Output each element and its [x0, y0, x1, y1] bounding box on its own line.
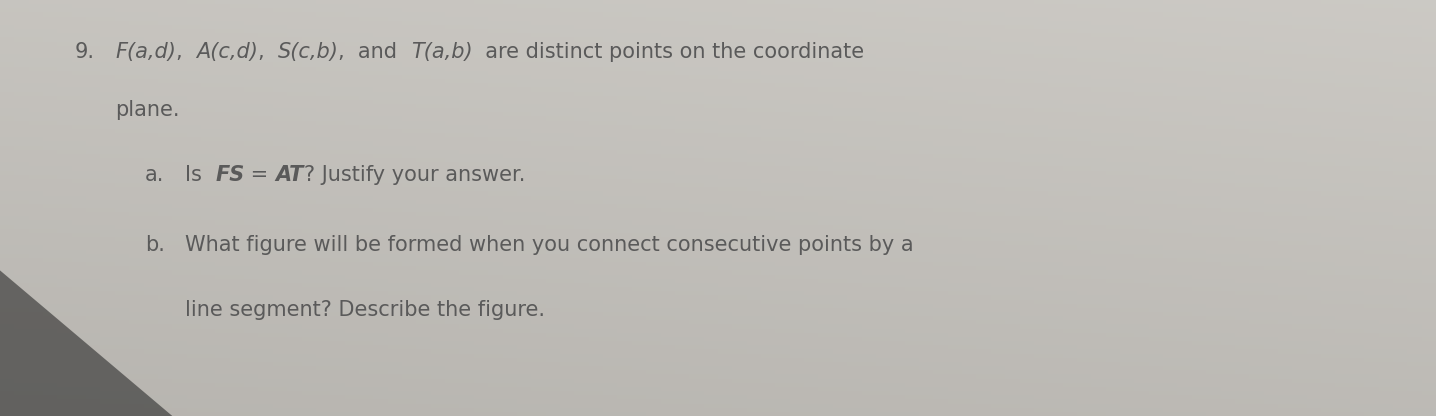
Polygon shape — [0, 270, 172, 416]
Text: F(a,d): F(a,d) — [115, 42, 175, 62]
Text: ? Justify your answer.: ? Justify your answer. — [303, 165, 526, 185]
Text: ,: , — [175, 42, 195, 62]
Text: line segment? Describe the figure.: line segment? Describe the figure. — [185, 300, 546, 320]
Text: S(c,b): S(c,b) — [277, 42, 339, 62]
Text: a.: a. — [145, 165, 164, 185]
Text: A(c,d): A(c,d) — [195, 42, 257, 62]
Text: are distinct points on the coordinate: are distinct points on the coordinate — [472, 42, 864, 62]
Text: ,: , — [257, 42, 277, 62]
Text: ,  and: , and — [339, 42, 411, 62]
Text: AT: AT — [276, 165, 303, 185]
Text: What figure will be formed when you connect consecutive points by a: What figure will be formed when you conn… — [185, 235, 913, 255]
Text: FS: FS — [215, 165, 244, 185]
Text: 9.: 9. — [75, 42, 95, 62]
Text: plane.: plane. — [115, 100, 180, 120]
Text: b.: b. — [145, 235, 165, 255]
Text: T(a,b): T(a,b) — [411, 42, 472, 62]
Text: =: = — [244, 165, 276, 185]
Text: Is: Is — [185, 165, 215, 185]
